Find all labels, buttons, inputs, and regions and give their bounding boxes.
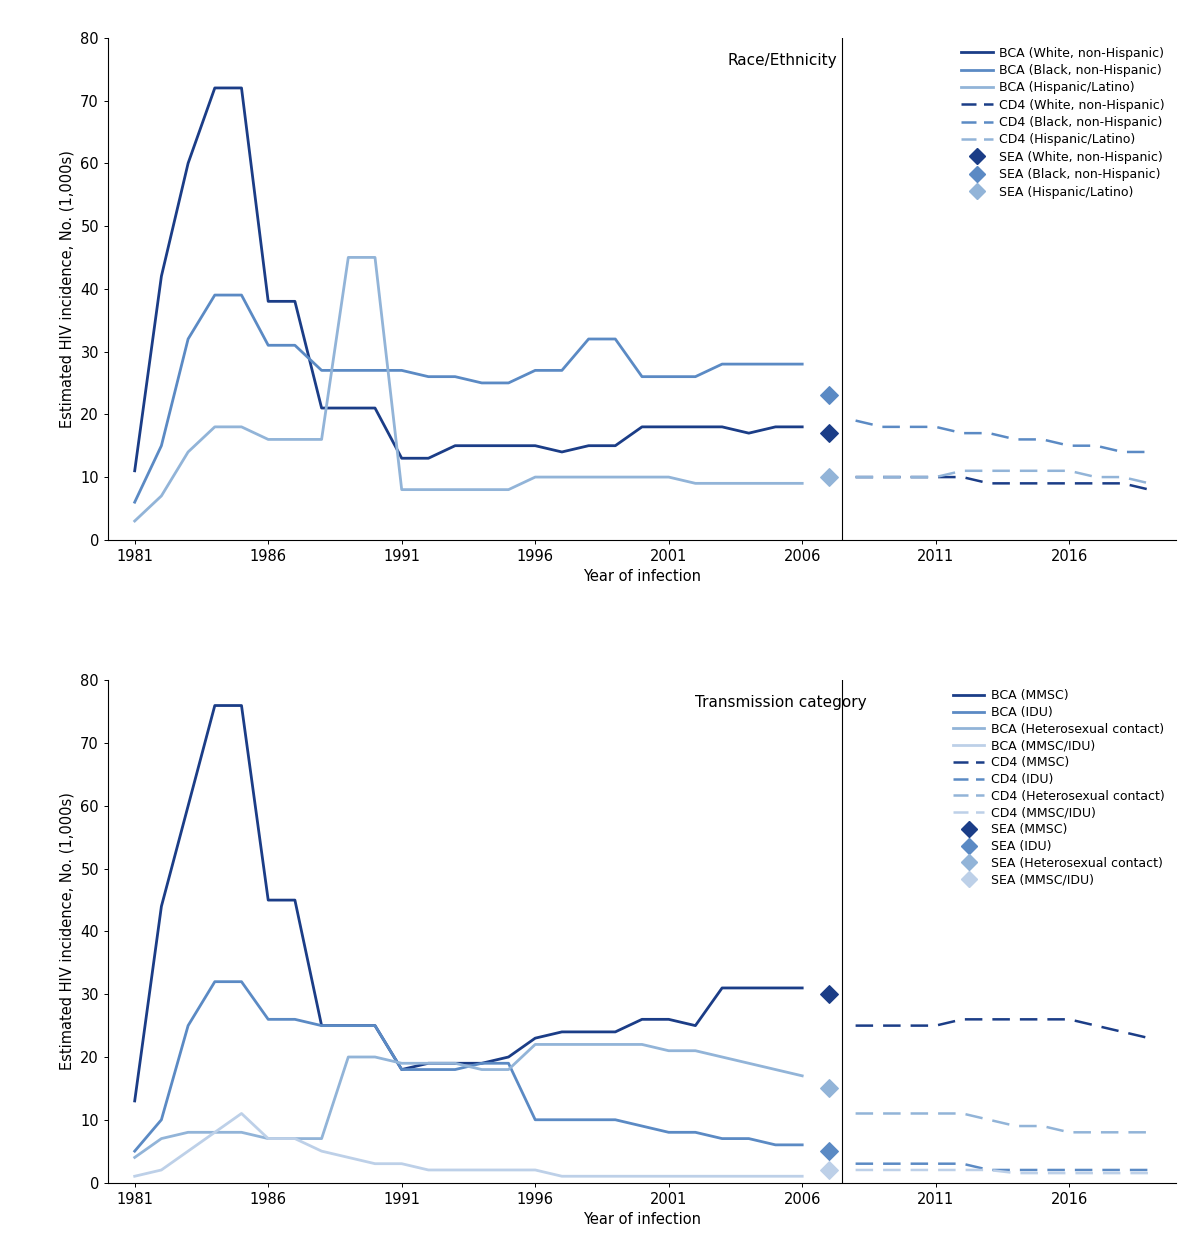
Point (820, 423, 839, 443)
Y-axis label: Estimated HIV incidence, No. (1,000s): Estimated HIV incidence, No. (1,000s) (60, 793, 74, 1071)
Text: Race/Ethnicity: Race/Ethnicity (727, 53, 838, 68)
Legend: BCA (White, non-Hispanic), BCA (Black, non-Hispanic), BCA (Hispanic/Latino), CD4: BCA (White, non-Hispanic), BCA (Black, n… (961, 47, 1164, 199)
Point (820, 467, 839, 487)
Point (820, 385, 839, 405)
Point (820, 984, 839, 1004)
Text: Transmission category: Transmission category (696, 696, 868, 711)
Legend: BCA (MMSC), BCA (IDU), BCA (Heterosexual contact), BCA (MMSC/IDU), CD4 (MMSC), C: BCA (MMSC), BCA (IDU), BCA (Heterosexual… (953, 689, 1164, 887)
X-axis label: Year of infection: Year of infection (583, 570, 701, 585)
X-axis label: Year of infection: Year of infection (583, 1213, 701, 1227)
Point (820, 1141, 839, 1161)
Point (820, 1078, 839, 1098)
Y-axis label: Estimated HIV incidence, No. (1,000s): Estimated HIV incidence, No. (1,000s) (60, 150, 74, 428)
Point (820, 1160, 839, 1180)
